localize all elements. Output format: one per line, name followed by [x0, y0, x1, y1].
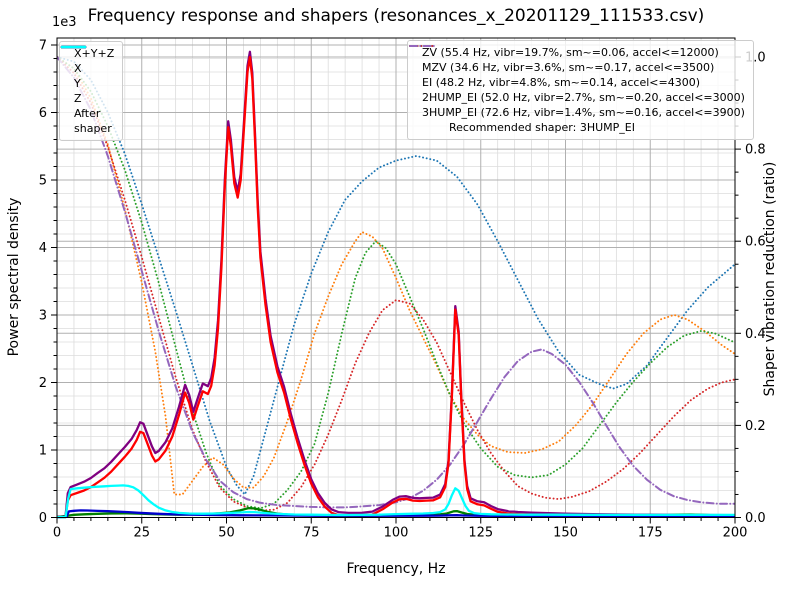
svg-text:25: 25 — [133, 526, 150, 541]
svg-text:6: 6 — [39, 106, 47, 121]
legend-item-2hump-ei: 2HUMP_EI (52.0 Hz, vibr=2.7%, sm~=0.20, … — [409, 45, 745, 105]
svg-text:200: 200 — [723, 526, 748, 541]
svg-text:0.2: 0.2 — [745, 419, 766, 434]
svg-text:0: 0 — [53, 526, 61, 541]
x-axis-label: Frequency, Hz — [346, 561, 446, 577]
svg-text:50: 50 — [218, 526, 235, 541]
series-z-line — [57, 509, 735, 519]
svg-text:100: 100 — [384, 526, 409, 541]
legend-label: EI (48.2 Hz, vibr=4.8%, sm~=0.14, accel<… — [422, 76, 700, 89]
y-axis-right-label: Shaper vibration reduction (ratio) — [762, 161, 778, 397]
series-ei-line — [57, 56, 735, 510]
series-after-shaper-line — [57, 484, 735, 519]
svg-text:75: 75 — [303, 526, 320, 541]
series-zv-line — [57, 56, 735, 496]
legend-label: X — [74, 62, 82, 75]
svg-text:0.0: 0.0 — [745, 511, 766, 526]
svg-text:2: 2 — [39, 376, 47, 391]
series-3hump-ei-line — [57, 56, 735, 509]
chart-title: Frequency response and shapers (resonanc… — [87, 6, 705, 26]
legend-psd: X+Y+Z X Y Z After shaper — [59, 41, 124, 141]
legend-item-zv: ZV (55.4 Hz, vibr=19.7%, sm~=0.06, accel… — [409, 45, 745, 60]
legend-label: Z — [74, 92, 82, 105]
y-axis-left-label: Power spectral density — [6, 197, 22, 357]
svg-text:125: 125 — [468, 526, 493, 541]
svg-text:0: 0 — [39, 511, 47, 526]
svg-text:0.8: 0.8 — [745, 143, 766, 158]
svg-text:7: 7 — [39, 39, 47, 54]
legend-recommended-shaper-note: Recommended shaper: 3HUMP_EI — [449, 121, 635, 134]
series-mzv-line — [57, 56, 735, 496]
legend-label: ZV (55.4 Hz, vibr=19.7%, sm~=0.06, accel… — [422, 46, 719, 59]
legend-label: 3HUMP_EI (72.6 Hz, vibr=1.4%, sm~=0.16, … — [422, 106, 745, 119]
svg-text:3: 3 — [39, 309, 47, 324]
legend-item-ei: EI (48.2 Hz, vibr=4.8%, sm~=0.14, accel<… — [409, 45, 745, 90]
legend-item-y: Y — [60, 45, 114, 91]
series-2hump-ei-line — [57, 56, 735, 512]
svg-text:0.6: 0.6 — [745, 235, 766, 250]
svg-text:150: 150 — [553, 526, 578, 541]
y-axis-offset-text: 1e3 — [52, 15, 77, 30]
svg-text:4: 4 — [39, 241, 47, 256]
tick-marks — [51, 44, 741, 524]
legend-item-z: Z — [60, 45, 114, 106]
legend-label: 2HUMP_EI (52.0 Hz, vibr=2.7%, sm~=0.20, … — [422, 91, 745, 104]
legend-item-after-shaper: After shaper — [60, 45, 114, 136]
tick-labels: 0 25 50 75 100 125 150 175 200 0 1 2 3 4 5 6 7 0.0 0.2 0.4 0… — [39, 39, 766, 541]
legend-label: X+Y+Z — [74, 47, 115, 60]
svg-text:175: 175 — [638, 526, 663, 541]
svg-text:0.4: 0.4 — [745, 327, 766, 342]
series-x-line — [57, 55, 735, 519]
legend-item-x: X — [60, 45, 114, 76]
svg-text:1: 1 — [39, 444, 47, 459]
legend-label: MZV (34.6 Hz, vibr=3.6%, sm~=0.17, accel… — [422, 61, 715, 74]
legend-label: After shaper — [74, 107, 112, 135]
curves — [57, 50, 735, 519]
legend-item-3hump-ei: 3HUMP_EI (72.6 Hz, vibr=1.4%, sm~=0.16, … — [409, 45, 745, 120]
legend-label: Y — [74, 77, 81, 90]
legend-shapers: ZV (55.4 Hz, vibr=19.7%, sm~=0.06, accel… — [407, 40, 754, 140]
legend-item-mzv: MZV (34.6 Hz, vibr=3.6%, sm~=0.17, accel… — [409, 45, 745, 75]
svg-text:5: 5 — [39, 174, 47, 189]
